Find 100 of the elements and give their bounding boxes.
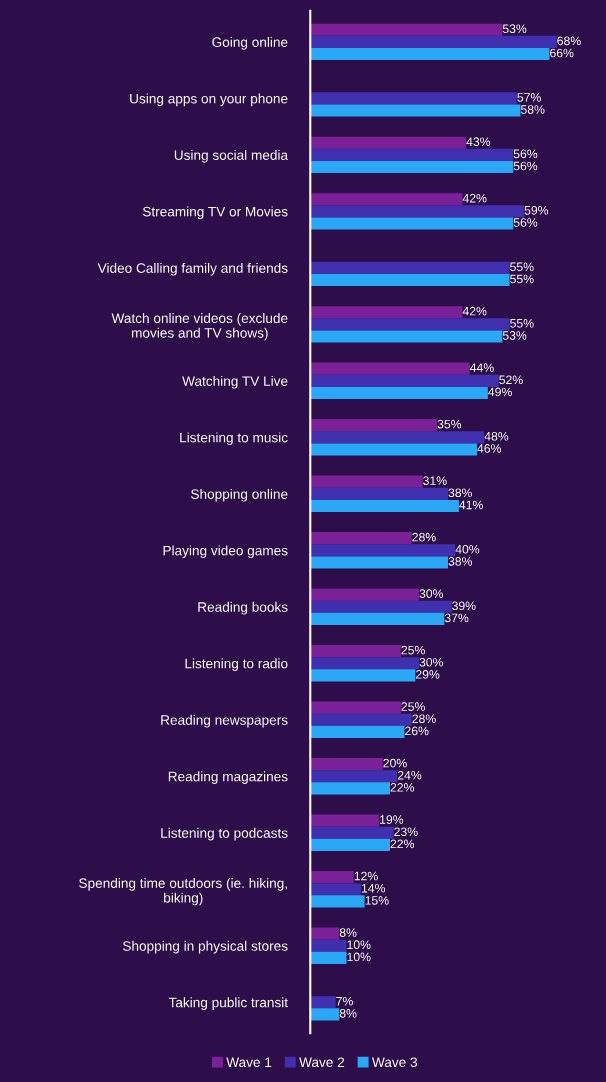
- bar: [310, 556, 448, 569]
- data-label: 66%: [550, 48, 574, 58]
- data-label: 38%: [448, 488, 473, 498]
- y-tick-label: Reading magazines: [168, 771, 288, 785]
- data-label: 38%: [448, 557, 473, 566]
- data-label: 29%: [415, 670, 440, 679]
- bar: [310, 770, 398, 783]
- y-tick-label: Using apps on your phone: [130, 93, 288, 107]
- data-label: 10%: [347, 952, 371, 962]
- bar: [310, 160, 514, 174]
- data-label: 19%: [380, 815, 404, 824]
- data-label: 8%: [339, 1009, 357, 1018]
- data-label: 53%: [502, 24, 527, 34]
- data-label: 53%: [502, 331, 527, 340]
- bar: [310, 47, 550, 61]
- legend-label: Wave 1: [226, 1057, 272, 1068]
- data-label: 57%: [517, 93, 541, 102]
- bar: [310, 951, 347, 964]
- data-label: 56%: [513, 149, 538, 159]
- bar: [310, 362, 470, 375]
- bar: [310, 883, 362, 896]
- bar: [310, 588, 419, 601]
- bar: [310, 419, 438, 432]
- bar: [310, 927, 340, 940]
- legend-label: Wave 3: [372, 1057, 417, 1068]
- bar: [310, 895, 365, 908]
- y-tick-label: Watch online videos (exclude movies and TV shows): [111, 313, 288, 341]
- data-label: 55%: [510, 262, 534, 272]
- bar: [310, 35, 557, 48]
- data-label: 35%: [437, 419, 462, 429]
- data-label: 14%: [361, 883, 386, 893]
- bar: [310, 939, 347, 952]
- bar: [310, 782, 390, 795]
- bar: [310, 374, 499, 387]
- data-label: 10%: [347, 940, 371, 950]
- y-tick-label: Reading newspapers: [161, 714, 288, 728]
- bar: [310, 996, 336, 1009]
- bar: [310, 725, 405, 738]
- data-label: 23%: [394, 827, 418, 837]
- bar: [310, 499, 459, 513]
- data-label: 26%: [405, 726, 429, 736]
- legend-label: Wave 2: [299, 1057, 345, 1068]
- y-tick-label: Listening to podcasts: [161, 827, 288, 841]
- y-tick-label: Spending time outdoors (ie. hiking, biking): [79, 877, 287, 906]
- bar: [310, 104, 521, 117]
- bar: [310, 273, 510, 287]
- bar: [310, 669, 416, 682]
- bar: [310, 701, 401, 714]
- bar: [310, 871, 354, 884]
- bar: [310, 612, 445, 626]
- data-label: 15%: [365, 896, 389, 905]
- bar: [310, 306, 463, 319]
- bar: [310, 431, 485, 444]
- data-label: 41%: [459, 500, 483, 510]
- bar: [310, 217, 514, 230]
- data-label: 22%: [390, 783, 415, 792]
- data-label: 68%: [557, 36, 581, 46]
- y-tick-label: Playing video games: [163, 545, 288, 559]
- bar: [310, 475, 423, 488]
- bar: [310, 1008, 340, 1021]
- data-label: 37%: [444, 613, 469, 623]
- bar: [310, 814, 380, 827]
- bar: [310, 713, 412, 726]
- data-label: 31%: [423, 476, 447, 485]
- y-tick-label: Using social media: [174, 149, 289, 163]
- data-label: 49%: [488, 387, 512, 397]
- bar: [310, 645, 401, 658]
- y-tick-label: Listening to music: [180, 432, 288, 446]
- y-tick-label: Reading books: [198, 601, 288, 615]
- bar: [310, 193, 463, 206]
- data-label: 28%: [412, 714, 436, 724]
- y-tick-label: Taking public transit: [168, 997, 288, 1010]
- bar: [310, 838, 390, 851]
- data-label: 58%: [520, 105, 545, 114]
- bar: [310, 443, 477, 456]
- bar: [310, 318, 510, 331]
- data-label: 20%: [383, 758, 407, 768]
- data-label: 25%: [401, 702, 425, 711]
- data-label: 24%: [397, 770, 422, 780]
- data-label: 12%: [354, 871, 378, 881]
- data-label: 42%: [462, 193, 487, 203]
- y-tick-label: Shopping in physical stores: [122, 940, 288, 954]
- bar: [310, 136, 467, 149]
- y-tick-label: Listening to radio: [185, 658, 288, 672]
- bar: [310, 758, 383, 771]
- data-label: 52%: [499, 375, 523, 385]
- y-tick-label: Video Calling family and friends: [97, 262, 288, 276]
- data-label: 55%: [510, 319, 534, 328]
- y-tick-label: Watching TV Live: [182, 375, 288, 389]
- data-label: 30%: [419, 657, 444, 667]
- data-label: 7%: [336, 996, 353, 1006]
- y-tick-label: Streaming TV or Movies: [142, 206, 288, 220]
- bar: [310, 330, 503, 343]
- bar: [310, 600, 452, 613]
- data-label: 55%: [510, 274, 534, 284]
- data-label: 44%: [470, 363, 494, 372]
- y-tick-label: Shopping online: [191, 488, 288, 502]
- bar: [310, 148, 514, 161]
- data-label: 43%: [466, 137, 491, 147]
- data-label: 56%: [513, 218, 538, 227]
